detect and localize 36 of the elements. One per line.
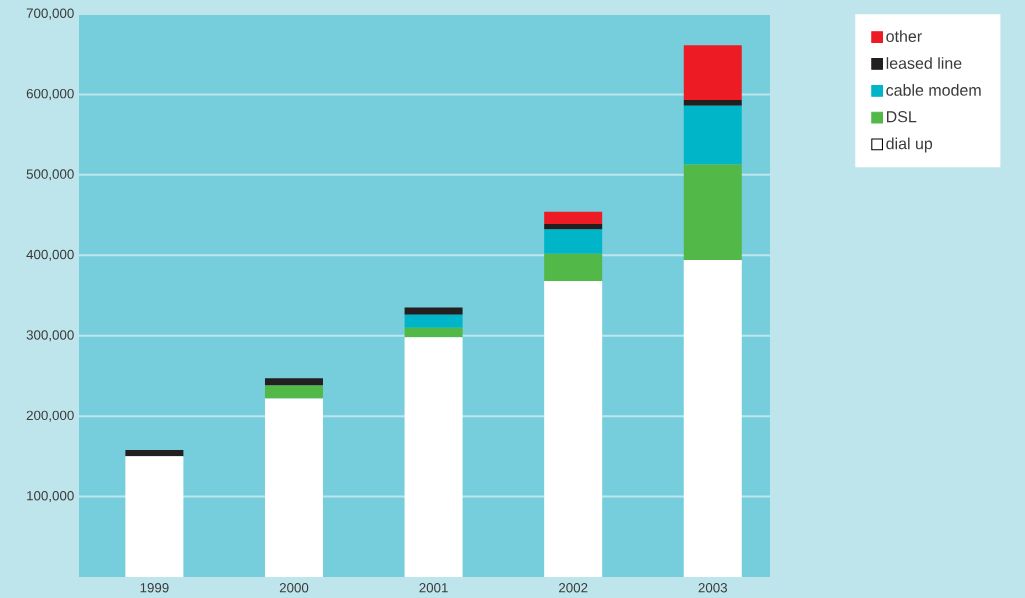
bar (683, 100, 742, 106)
x-tick-label: 2003 (698, 583, 728, 593)
y-tick-label: 700,000 (26, 8, 74, 20)
bar (404, 307, 463, 315)
y-tick-label: 200,000 (26, 410, 74, 422)
legend-label: other (886, 30, 922, 42)
bar (125, 449, 184, 457)
bar (264, 398, 323, 577)
bar (264, 385, 323, 399)
bar (683, 45, 742, 101)
x-tick-label: 1999 (140, 583, 169, 593)
y-tick-label: 300,000 (26, 330, 74, 342)
bar (544, 229, 603, 254)
y-tick-label: 500,000 (26, 169, 74, 181)
bar (683, 164, 742, 261)
y-tick-label: 600,000 (26, 88, 74, 100)
legend-label: DSL (886, 111, 917, 123)
y-tick-label: 400,000 (26, 249, 74, 261)
bar (404, 337, 463, 577)
bar (544, 211, 603, 224)
x-tick-label: 2002 (559, 583, 588, 593)
legend-label: leased line (886, 57, 962, 69)
bar (404, 314, 463, 328)
bar (683, 105, 742, 165)
bar (404, 327, 463, 338)
x-tick-label: 2000 (279, 583, 309, 593)
bar (264, 378, 323, 386)
bar (544, 223, 603, 230)
bar (544, 281, 603, 577)
x-tick-label: 2001 (419, 583, 448, 593)
y-tick-label: 100,000 (27, 491, 74, 503)
legend-label: cable modem (886, 84, 981, 96)
bar (544, 253, 603, 282)
bar (683, 260, 742, 577)
bar (125, 456, 184, 577)
legend-label: dial up (886, 137, 933, 153)
